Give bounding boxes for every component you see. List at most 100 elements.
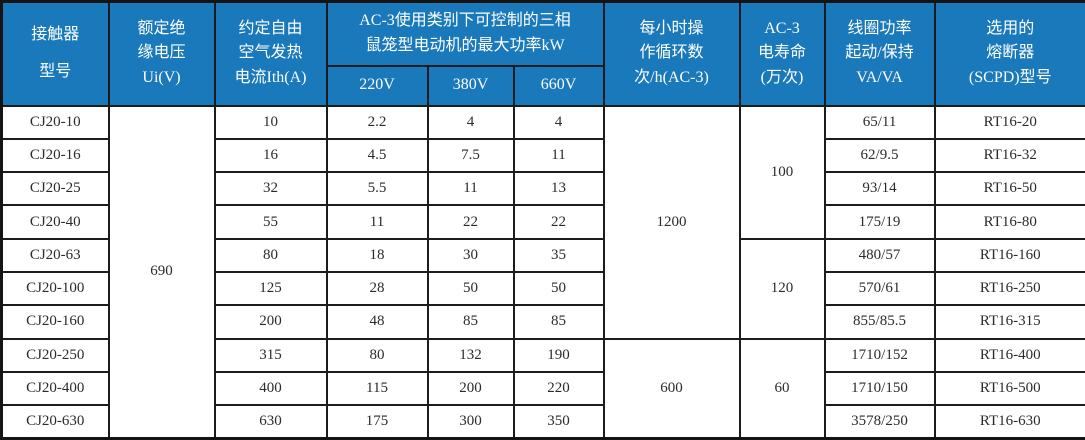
p660-cell: 85 — [512, 304, 605, 340]
fuse-cell: RT16-160 — [933, 237, 1085, 273]
p380-cell: 132 — [426, 337, 515, 373]
ith-cell: 125 — [213, 270, 328, 307]
header-coil-line2: 起动/保持 — [845, 44, 914, 62]
header-model-line2: 型号 — [39, 62, 72, 80]
header-coil-power: 线圈功率 起动/保持 VA/VA — [823, 0, 936, 107]
p220-cell: 18 — [325, 237, 429, 273]
table-row: CJ20-40 55 11 22 22 175/19 RT16-80 — [0, 204, 1085, 240]
coil-power-cell: 855/85.5 — [823, 304, 936, 340]
ith-cell: 10 — [213, 104, 328, 140]
header-coil-line3: VA/VA — [856, 69, 903, 87]
header-380v: 380V — [426, 64, 515, 107]
model-cell: CJ20-250 — [0, 337, 110, 373]
header-life-line3: (万次) — [760, 69, 804, 87]
p220-cell: 48 — [325, 304, 429, 340]
header-coil-line1: 线圈功率 — [847, 19, 912, 37]
p660-cell: 350 — [512, 404, 605, 440]
ith-cell: 630 — [213, 404, 328, 440]
p660-cell: 190 — [512, 337, 605, 373]
p380-cell: 50 — [426, 270, 515, 307]
coil-power-cell: 1710/152 — [823, 337, 936, 373]
header-model: 接触器 型号 — [0, 0, 110, 107]
ith-cell: 315 — [213, 337, 328, 373]
p380-cell: 11 — [426, 171, 515, 207]
p380-cell: 22 — [426, 204, 515, 240]
coil-power-cell: 1710/150 — [823, 370, 936, 407]
model-cell: CJ20-100 — [0, 270, 110, 307]
fuse-cell: RT16-80 — [933, 204, 1085, 240]
header-power-group-line1: AC-3使用类别下可控制的三相 — [359, 11, 571, 29]
p220-cell: 11 — [325, 204, 429, 240]
p380-cell: 30 — [426, 237, 515, 273]
header-insulation-line3: Ui(V) — [142, 69, 181, 87]
fuse-cell: RT16-20 — [933, 104, 1085, 140]
coil-power-cell: 93/14 — [823, 171, 936, 207]
fuse-cell: RT16-250 — [933, 270, 1085, 307]
model-cell: CJ20-40 — [0, 204, 110, 240]
fuse-cell: RT16-400 — [933, 337, 1085, 373]
electrical-life-cell: 100 — [738, 104, 826, 240]
model-cell: CJ20-25 — [0, 171, 110, 207]
fuse-cell: RT16-50 — [933, 171, 1085, 207]
table-row: CJ20-63 80 18 30 35 120 480/57 RT16-160 — [0, 237, 1085, 340]
header-power-group-line2: 鼠笼型电动机的最大功率kW — [365, 36, 565, 54]
coil-power-cell: 480/57 — [823, 237, 936, 273]
table-row: CJ20-16 16 4.5 7.5 11 62/9.5 RT16-32 — [0, 137, 1085, 174]
header-op-cycles-line3: 次/h(AC-3) — [634, 69, 709, 87]
p220-cell: 175 — [325, 404, 429, 440]
header-fuse: 选用的 熔断器 (SCPD)型号 — [933, 0, 1085, 107]
p380-cell: 85 — [426, 304, 515, 340]
header-insulation-line1: 额定绝 — [137, 19, 186, 37]
fuse-cell: RT16-32 — [933, 137, 1085, 174]
p660-cell: 50 — [512, 270, 605, 307]
op-cycles-cell: 1200 — [602, 104, 741, 340]
header-life-line2: 电寿命 — [758, 44, 807, 62]
p220-cell: 115 — [325, 370, 429, 407]
header-insulation-line2: 缘电压 — [137, 44, 186, 62]
model-cell: CJ20-160 — [0, 304, 110, 340]
table-body: CJ20-10 690 10 2.2 4 4 1200 100 65/11 RT… — [0, 104, 1085, 440]
p660-cell: 4 — [512, 104, 605, 140]
header-660v: 660V — [512, 64, 605, 107]
p220-cell: 4.5 — [325, 137, 429, 174]
model-cell: CJ20-400 — [0, 370, 110, 407]
ith-cell: 32 — [213, 171, 328, 207]
fuse-cell: RT16-500 — [933, 370, 1085, 407]
model-cell: CJ20-10 — [0, 104, 110, 140]
p660-cell: 22 — [512, 204, 605, 240]
p220-cell: 28 — [325, 270, 429, 307]
p220-cell: 5.5 — [325, 171, 429, 207]
model-cell: CJ20-63 — [0, 237, 110, 273]
header-electrical-life: AC-3 电寿命 (万次) — [738, 0, 826, 107]
header-thermal-current: 约定自由 空气发热 电流Ith(A) — [213, 0, 328, 107]
ith-cell: 400 — [213, 370, 328, 407]
header-fuse-line2: 熔断器 — [986, 44, 1035, 62]
header-220v: 220V — [325, 64, 429, 107]
header-fuse-line1: 选用的 — [986, 19, 1035, 37]
insulation-voltage-cell: 690 — [107, 104, 216, 440]
header-model-line1: 接触器 — [31, 25, 80, 43]
ith-cell: 200 — [213, 304, 328, 340]
table-row: CJ20-400 400 115 200 220 1710/150 RT16-5… — [0, 370, 1085, 407]
p220-cell: 2.2 — [325, 104, 429, 140]
model-cell: CJ20-630 — [0, 404, 110, 440]
table-header: 接触器 型号 额定绝 缘电压 Ui(V) 约定自由 空气发热 电流Ith(A) … — [0, 0, 1085, 107]
p660-cell: 11 — [512, 137, 605, 174]
table-row: CJ20-160 200 48 85 85 855/85.5 RT16-315 — [0, 304, 1085, 340]
ith-cell: 16 — [213, 137, 328, 174]
table-row: CJ20-100 125 28 50 50 570/61 RT16-250 — [0, 270, 1085, 307]
table-row: CJ20-250 315 80 132 190 600 60 1710/152 … — [0, 337, 1085, 440]
header-life-line1: AC-3 — [764, 19, 800, 37]
model-cell: CJ20-16 — [0, 137, 110, 174]
header-op-cycles-line2: 作循环数 — [639, 44, 704, 62]
ith-cell: 80 — [213, 237, 328, 273]
header-fuse-line3: (SCPD)型号 — [968, 69, 1052, 87]
fuse-cell: RT16-315 — [933, 304, 1085, 340]
p660-cell: 35 — [512, 237, 605, 273]
coil-power-cell: 62/9.5 — [823, 137, 936, 174]
coil-power-cell: 3578/250 — [823, 404, 936, 440]
header-thermal-line3: 电流Ith(A) — [234, 69, 307, 87]
p660-cell: 220 — [512, 370, 605, 407]
coil-power-cell: 65/11 — [823, 104, 936, 140]
